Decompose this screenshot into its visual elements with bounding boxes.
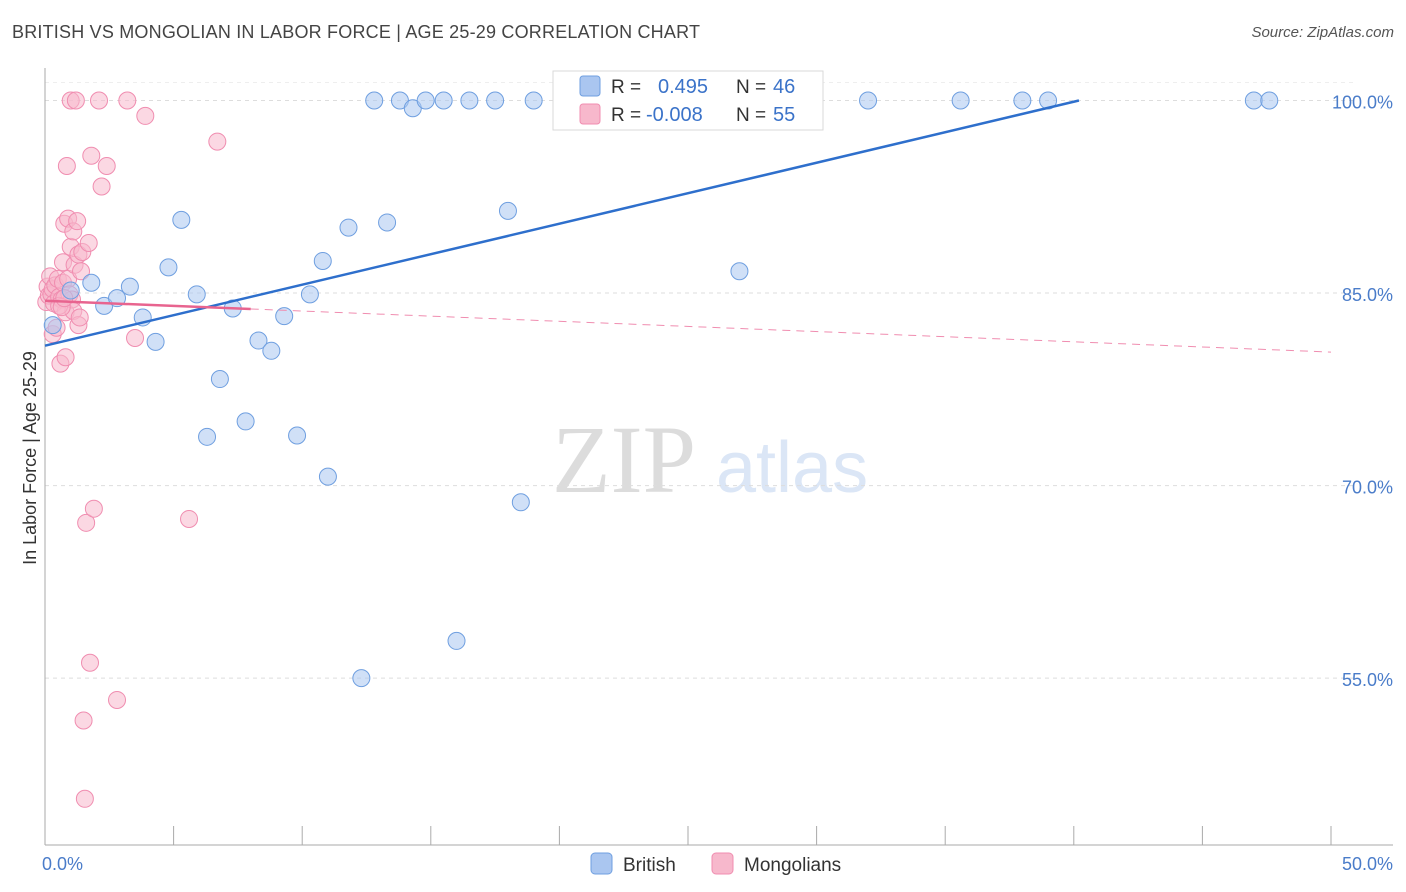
y-tick-label: 85.0% [1342, 285, 1393, 305]
point-mongolians [74, 711, 93, 730]
point-british [313, 251, 332, 270]
x-tick-label: 50.0% [1342, 854, 1393, 874]
y-tick-label: 100.0% [1332, 93, 1393, 113]
stats-n-value-british: 46 [773, 76, 795, 98]
stats-legend-swatch-mongolians [579, 103, 601, 125]
point-british [82, 273, 101, 292]
stats-n-value-mongolians: 55 [773, 104, 795, 126]
point-mongolians [82, 146, 101, 165]
point-british [951, 91, 970, 110]
point-british [288, 426, 307, 445]
point-british [172, 210, 191, 229]
legend-label-mongolians: Mongolians [744, 855, 841, 876]
point-british [275, 307, 294, 326]
stats-legend-swatch-british [579, 75, 601, 97]
point-mongolians [84, 499, 103, 518]
point-british [1260, 91, 1279, 110]
point-mongolians [108, 690, 127, 709]
point-british [300, 285, 319, 304]
point-mongolians [180, 509, 199, 528]
point-british [318, 467, 337, 486]
legend-swatch-mongolians [711, 852, 734, 875]
point-british [352, 669, 371, 688]
trend-line-mongolians-solid [44, 299, 251, 311]
stats-n-label-british: N = [736, 77, 766, 98]
point-british [43, 316, 62, 335]
point-british [262, 341, 281, 360]
point-british [1013, 91, 1032, 110]
y-tick-label: 70.0% [1342, 478, 1393, 498]
point-british [146, 332, 165, 351]
trend-line-mongolians-dashed [250, 308, 1332, 353]
gridlines [45, 82, 1356, 679]
stats-n-label-mongolians: N = [736, 105, 766, 126]
point-british [339, 218, 358, 237]
series-legend: British Mongolians [590, 852, 841, 876]
point-mongolians [97, 156, 116, 175]
point-british [511, 493, 530, 512]
point-mongolians [92, 177, 111, 196]
point-mongolians [208, 132, 227, 151]
point-british [524, 91, 543, 110]
point-mongolians [70, 308, 89, 327]
point-british [236, 412, 255, 431]
point-british [416, 91, 435, 110]
watermark-atlas: atlas [716, 428, 868, 508]
x-tick-label: 0.0% [42, 854, 83, 874]
point-british [498, 201, 517, 220]
point-british [159, 258, 178, 277]
trend-lines [44, 99, 1332, 353]
point-british [365, 91, 384, 110]
axes: 55.0% 70.0% 85.0% 100.0% 0.0% 50.0% [42, 68, 1393, 874]
point-british [120, 277, 139, 296]
point-british [859, 91, 878, 110]
point-mongolians [136, 106, 155, 125]
point-mongolians [118, 91, 137, 110]
legend-swatch-british [590, 852, 613, 875]
point-british [1244, 91, 1263, 110]
point-mongolians [81, 653, 100, 672]
point-mongolians [126, 328, 145, 347]
legend-label-british: British [623, 855, 676, 876]
point-british [378, 213, 397, 232]
chart-title: BRITISH VS MONGOLIAN IN LABOR FORCE | AG… [12, 22, 701, 42]
stats-r-label-mongolians: R = [611, 105, 641, 126]
point-british [447, 631, 466, 650]
point-mongolians [66, 91, 85, 110]
point-mongolians [72, 262, 91, 281]
point-british [187, 285, 206, 304]
stats-r-label-british: R = [611, 77, 641, 98]
trend-line-british [44, 99, 1080, 347]
point-mongolians [77, 513, 96, 532]
stats-r-value-mongolians: -0.008 [646, 104, 703, 126]
y-axis-label: In Labor Force | Age 25-29 [20, 351, 40, 565]
point-british [249, 331, 268, 350]
point-mongolians [68, 212, 87, 231]
point-mongolians [57, 156, 76, 175]
point-british [61, 281, 80, 300]
source-note: Source: ZipAtlas.com [1251, 24, 1394, 41]
point-british [730, 262, 749, 281]
point-mongolians [75, 789, 94, 808]
stats-legend: R = 0.495 N = 46 R = -0.008 N = 55 [552, 70, 824, 131]
point-mongolians [79, 233, 98, 252]
point-british [486, 91, 505, 110]
stats-r-value-british: 0.495 [658, 76, 708, 98]
point-british [210, 370, 229, 389]
y-tick-label: 55.0% [1342, 670, 1393, 690]
watermark-zip: ZIP [552, 406, 696, 513]
point-british [460, 91, 479, 110]
point-british [198, 427, 217, 446]
point-mongolians [56, 348, 75, 367]
point-mongolians [90, 91, 109, 110]
point-british [434, 91, 453, 110]
